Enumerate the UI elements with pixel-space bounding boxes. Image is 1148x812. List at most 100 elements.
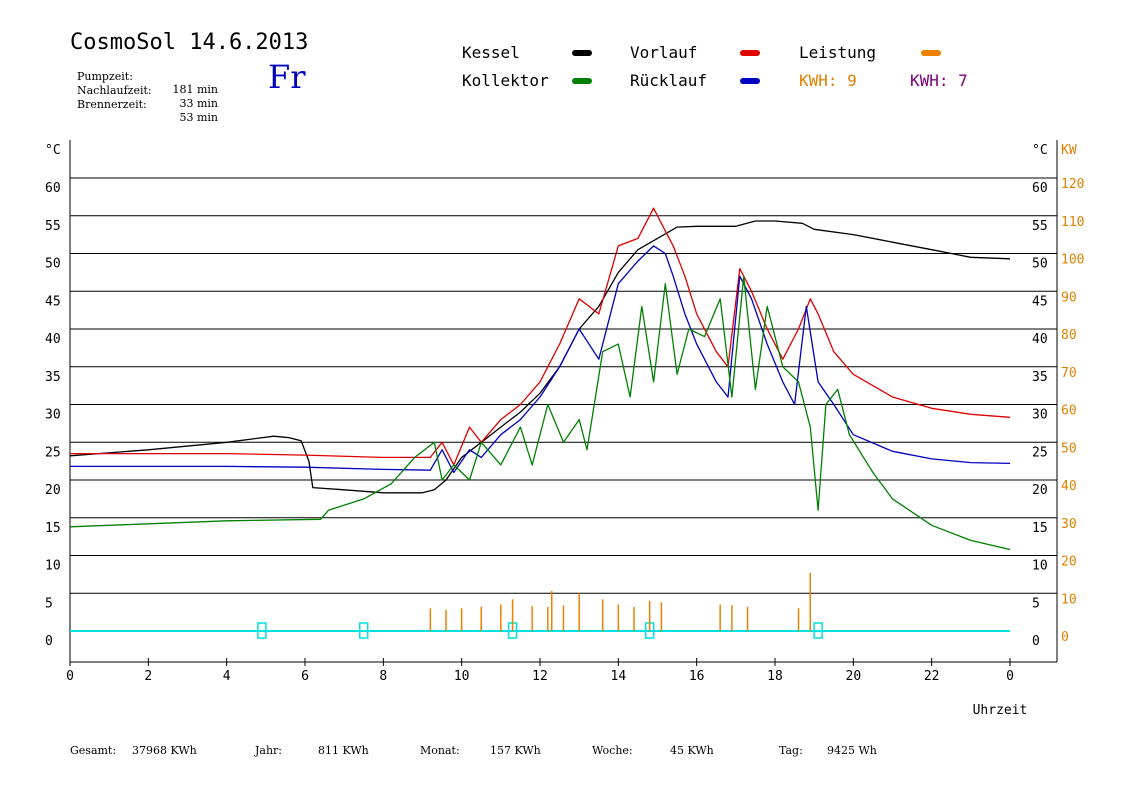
- x-tick-label: 10: [454, 669, 470, 684]
- x-tick-label: 0: [1006, 669, 1014, 684]
- x-tick-label: 4: [223, 669, 231, 684]
- x-axis-label: Uhrzeit: [973, 703, 1028, 718]
- y-right-tick-label: 20: [1032, 483, 1048, 498]
- footer-tag-label: Tag:: [779, 744, 803, 757]
- series-rcklauf-line: [70, 245, 1011, 474]
- x-tick-label: 16: [689, 669, 705, 684]
- y-unit-label: °C: [45, 143, 61, 158]
- legend-kollektor-label: Kollektor: [462, 71, 549, 90]
- legend-kwh-orange: KWH: 9: [799, 71, 857, 90]
- x-tick-label: 2: [144, 669, 152, 684]
- footer-monat-value: 157 KWh: [490, 744, 541, 757]
- nachlauf-time-label: Nachlaufzeit:: [77, 84, 152, 97]
- y2-tick-label: 100: [1061, 253, 1084, 268]
- nachlauf-time-row: Nachlaufzeit: 33 min: [70, 71, 218, 110]
- y-tick-label: 5: [45, 596, 53, 611]
- x-tick-label: 20: [846, 669, 862, 684]
- y2-tick-label: 60: [1061, 404, 1077, 419]
- y2-unit-label: KW: [1061, 143, 1077, 158]
- legend-ruecklauf-swatch: [740, 78, 760, 84]
- series-kollektor-line: [69, 275, 1011, 551]
- footer-gesamt-value: 37968 KWh: [132, 744, 197, 757]
- y-tick-label: 50: [45, 257, 61, 272]
- series-vorlauf-line: [70, 207, 1011, 466]
- pump-time-label: Pumpzeit:: [77, 70, 133, 83]
- y-right-tick-label: 5: [1032, 596, 1040, 611]
- y-right-tick-label: 55: [1032, 219, 1048, 234]
- legend-vorlauf-swatch: [740, 50, 760, 56]
- y2-tick-label: 30: [1061, 517, 1077, 532]
- y-tick-label: 40: [45, 332, 61, 347]
- pump-time-row: Pumpzeit: 181 min: [70, 57, 218, 96]
- footer-jahr-value: 811 KWh: [318, 744, 369, 757]
- y2-tick-label: 90: [1061, 290, 1077, 305]
- x-tick-label: 14: [611, 669, 627, 684]
- y2-tick-label: 0: [1061, 630, 1069, 645]
- y2-tick-label: 80: [1061, 328, 1077, 343]
- y-tick-label: 0: [45, 634, 53, 649]
- series-kessel-line: [69, 220, 1011, 494]
- y2-tick-label: 120: [1061, 177, 1084, 192]
- legend-kwh-purple: KWH: 7: [910, 71, 968, 90]
- footer-tag-value: 9425 Wh: [827, 744, 877, 757]
- brenner-time-label: Brennerzeit:: [77, 98, 147, 111]
- x-tick-label: 18: [767, 669, 783, 684]
- y-right-tick-label: 25: [1032, 445, 1048, 460]
- legend-kessel-label: Kessel: [462, 43, 520, 62]
- x-tick-label: 0: [66, 669, 74, 684]
- y-right-tick-label: 30: [1032, 408, 1048, 423]
- legend-vorlauf-label: Vorlauf: [630, 43, 698, 62]
- y2-tick-label: 50: [1061, 441, 1077, 456]
- y2-tick-label: 20: [1061, 555, 1077, 570]
- y-right-tick-label: 0: [1032, 634, 1040, 649]
- y-right-tick-label: 35: [1032, 370, 1048, 385]
- x-tick-label: 8: [379, 669, 387, 684]
- legend-ruecklauf-label: Rücklauf: [630, 71, 708, 90]
- y-tick-label: 10: [45, 559, 61, 574]
- y2-tick-label: 10: [1061, 592, 1077, 607]
- y-tick-label: 45: [45, 294, 61, 309]
- series-layer: [69, 207, 1011, 639]
- legend-kollektor-swatch: [572, 78, 592, 84]
- x-tick-label: 6: [301, 669, 309, 684]
- grid-layer: [70, 177, 1057, 594]
- brenner-time-row: Brennerzeit: 53 min: [70, 85, 218, 124]
- y-tick-label: 25: [45, 445, 61, 460]
- x-tick-label: 12: [532, 669, 548, 684]
- footer-jahr-label: Jahr:: [255, 744, 283, 757]
- baseline-marker: [257, 622, 267, 639]
- y-right-tick-label: 50: [1032, 257, 1048, 272]
- y-right-tick-label: 45: [1032, 294, 1048, 309]
- y-right-tick-label: 10: [1032, 559, 1048, 574]
- y-tick-label: 55: [45, 219, 61, 234]
- y-tick-label: 35: [45, 370, 61, 385]
- legend-leistung-swatch: [921, 50, 941, 56]
- chart-title: CosmoSol 14.6.2013: [70, 30, 309, 55]
- baseline-marker: [813, 622, 823, 639]
- footer-woche-value: 45 KWh: [670, 744, 714, 757]
- legend-leistung-label: Leistung: [799, 43, 877, 62]
- y2-tick-label: 70: [1061, 366, 1077, 381]
- footer-monat-label: Monat:: [420, 744, 460, 757]
- legend-kessel-swatch: [572, 50, 592, 56]
- footer-woche-label: Woche:: [592, 744, 633, 757]
- axis-layer: [69, 140, 1058, 666]
- y-right-tick-label: 60: [1032, 181, 1048, 196]
- y-tick-label: 30: [45, 408, 61, 423]
- y-right-unit-label: °C: [1032, 143, 1048, 158]
- brenner-time-value: 53 min: [179, 111, 218, 124]
- x-tick-label: 22: [924, 669, 940, 684]
- y-tick-label: 20: [45, 483, 61, 498]
- y-right-tick-label: 15: [1032, 521, 1048, 536]
- y-tick-label: 60: [45, 181, 61, 196]
- footer-gesamt-label: Gesamt:: [70, 744, 117, 757]
- y2-tick-label: 40: [1061, 479, 1077, 494]
- y-tick-label: 15: [45, 521, 61, 536]
- y-right-tick-label: 40: [1032, 332, 1048, 347]
- weekday-label: Fr: [268, 58, 306, 96]
- nachlauf-time-value: 33 min: [179, 97, 218, 110]
- pump-time-value: 181 min: [172, 83, 218, 96]
- y2-tick-label: 110: [1061, 215, 1084, 230]
